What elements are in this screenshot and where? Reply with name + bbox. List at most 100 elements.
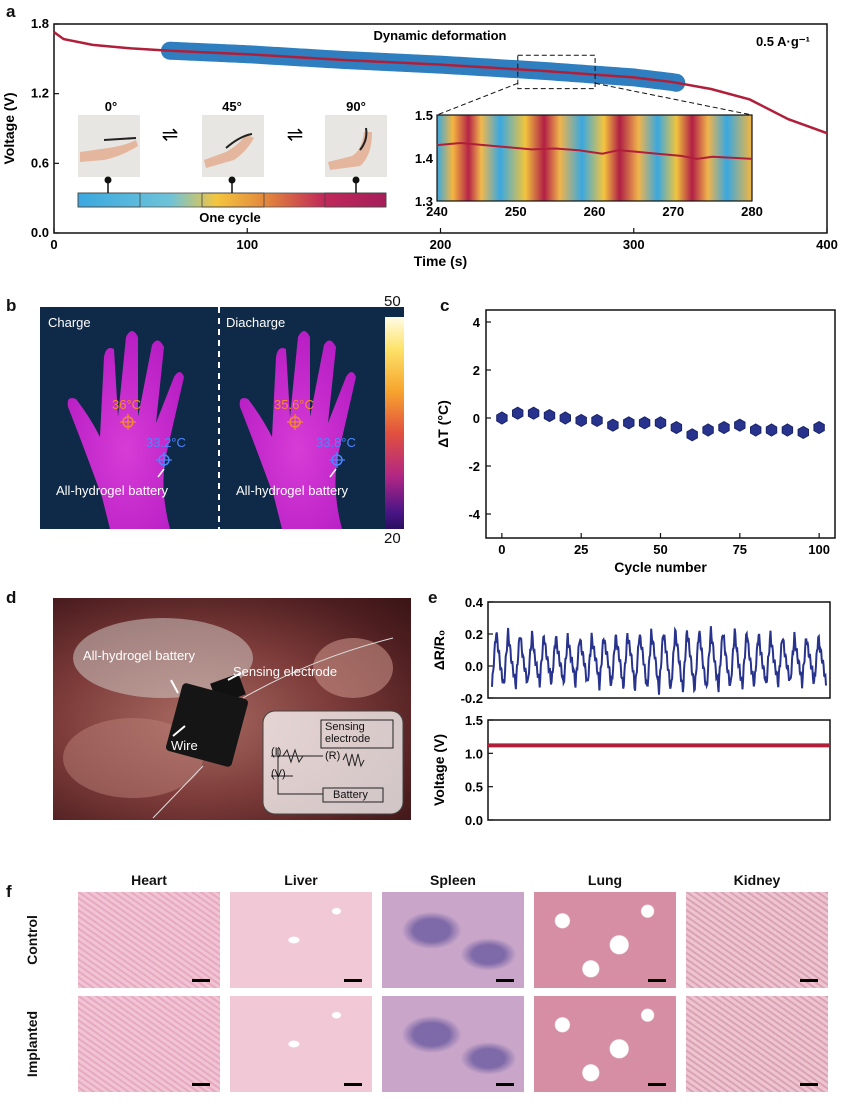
- colorbar: [385, 317, 404, 529]
- sensing-electrode-caption: Sensing electrode: [233, 664, 338, 679]
- crosshair-hot-left: [120, 414, 136, 430]
- cycle-color-strip: [77, 192, 387, 208]
- battery-caption: All-hydrogel battery: [83, 648, 195, 663]
- c-ticks: 0 25 50 75 100 -4 -2 0 2 4 Cycle number ΔT (°C): [435, 315, 830, 575]
- hydrogel-battery: [165, 683, 249, 767]
- scale-bar: [648, 979, 666, 982]
- histology-image-lung-implanted: [534, 996, 676, 1092]
- inset-ticks: 240 250 260 270 280 1.3 1.4 1.5: [415, 108, 763, 219]
- angle-45-label: 45°: [222, 99, 242, 114]
- wire: [152, 765, 204, 819]
- tissue-highlight: [73, 618, 253, 698]
- scale-bar: [648, 1083, 666, 1086]
- e-bottom-ytick-label: 1.5: [465, 713, 483, 728]
- a-xtick-label: 0: [50, 237, 57, 252]
- c-point: [575, 413, 587, 427]
- colorbar-max-label: 50: [384, 293, 401, 310]
- a-xtick-label: 100: [236, 237, 258, 252]
- histology-column-lung: Lung: [587, 872, 623, 888]
- strip-pins: [104, 176, 360, 193]
- histology-image-heart-control: [78, 892, 220, 988]
- inset-xtick-label: 240: [426, 204, 448, 219]
- crosshair-cool-left: [156, 452, 172, 468]
- c-ylabel: ΔT (°C): [435, 400, 451, 448]
- a-xtick-label: 400: [816, 237, 838, 252]
- a-ytick-label: 0.6: [31, 155, 49, 170]
- e-top-ytick-label: 0.2: [465, 627, 483, 642]
- thermal-image: Charge Diacharge 36°C 33.2°C 35.6°C 33.8…: [40, 307, 404, 529]
- histology-row-control: Control: [24, 915, 40, 965]
- scale-bar: [496, 979, 514, 982]
- c-point: [543, 409, 556, 423]
- strip-box-45: [201, 192, 265, 208]
- crosshair-hot-right: [287, 414, 303, 430]
- inset-ytick-label: 1.3: [415, 194, 433, 209]
- photo-wrist-0: [78, 115, 140, 177]
- panel-letter-e: e: [428, 588, 438, 607]
- thermal-hands: [67, 307, 356, 529]
- photo-wrist-90: [325, 115, 387, 177]
- one-cycle-label: One cycle: [199, 210, 260, 225]
- scale-bar: [496, 1083, 514, 1086]
- panel-letter-d: d: [6, 588, 17, 607]
- panel-letter-b: b: [6, 296, 17, 315]
- deformation-band-shape: [169, 41, 677, 92]
- c-point: [686, 428, 698, 442]
- panel-letter-f: f: [6, 882, 12, 901]
- pointer-arrow-right: [329, 468, 337, 478]
- e-top-ytick-label: 0.0: [465, 659, 483, 674]
- thermal-title-discharge: Diacharge: [226, 315, 286, 330]
- a-xtick-label: 300: [623, 237, 645, 252]
- inset-xtick-label: 270: [662, 204, 684, 219]
- c-point: [718, 421, 730, 435]
- c-ytick-label: 4: [473, 315, 481, 330]
- voltage-curve: [53, 31, 828, 135]
- e-bottom-ytick-label: 1.0: [465, 746, 483, 761]
- e-top-ylabel: ΔR/R₀: [431, 630, 447, 670]
- a-ylabel: Voltage (V): [1, 92, 17, 164]
- strip-box-0: [77, 192, 141, 208]
- c-point: [781, 423, 794, 437]
- c-point: [670, 421, 683, 435]
- histology-image-spleen-control: [382, 892, 524, 988]
- c-xlabel: Cycle number: [614, 559, 707, 575]
- arrow-sensing: [227, 672, 242, 681]
- e-top-ytick-label: -0.2: [461, 691, 483, 706]
- panel-c-chart: 0 25 50 75 100 -4 -2 0 2 4 Cycle number ΔT (°C): [435, 309, 836, 575]
- reversible-arrow-2: ⇌: [287, 124, 304, 146]
- reversible-arrow-1: ⇌: [162, 124, 179, 146]
- hand-left: [67, 331, 184, 529]
- a-ytick-label: 0.0: [31, 225, 49, 240]
- panel-letter-c: c: [440, 296, 450, 315]
- wire-caption: Wire: [171, 738, 198, 753]
- c-point: [496, 411, 508, 425]
- e-bottom-ytick-label: 0.5: [465, 780, 483, 795]
- schematic-sensing-1: Sensing: [325, 721, 365, 733]
- histology-image-spleen-implanted: [382, 996, 524, 1092]
- histology-image-lung-control: [534, 892, 676, 988]
- a-ticks: 0 100 200 300 400 0.0 0.6 1.2 1.8 Time (s) Voltage…: [1, 16, 838, 269]
- c-point: [607, 418, 619, 432]
- current-density-label: 0.5 A·g⁻¹: [756, 34, 810, 49]
- schematic-v: (V): [271, 768, 286, 780]
- angle-90-label: 90°: [346, 99, 366, 114]
- c-points: [496, 406, 825, 442]
- inset-xtick-label: 260: [584, 204, 606, 219]
- a-ytick-label: 1.2: [31, 86, 49, 101]
- c-point: [559, 411, 571, 425]
- c-xtick-label: 25: [574, 542, 588, 557]
- histology-column-spleen: Spleen: [430, 872, 476, 888]
- e-top-frame: [487, 601, 831, 699]
- crosshair-cool-right: [329, 452, 345, 468]
- arrow-wire: [172, 725, 186, 737]
- temp-hot-left: 36°C: [112, 397, 142, 412]
- battery-label-left: All-hydrogel battery: [56, 483, 168, 498]
- panel-letter-a: a: [6, 2, 16, 21]
- inset-ytick-label: 1.5: [415, 108, 433, 123]
- c-point: [750, 423, 762, 437]
- c-point: [527, 406, 540, 420]
- temp-cool-right: 33.8°C: [316, 435, 356, 450]
- thermal-title-charge: Charge: [48, 315, 91, 330]
- c-point: [797, 425, 809, 439]
- c-xtick-label: 0: [498, 542, 505, 557]
